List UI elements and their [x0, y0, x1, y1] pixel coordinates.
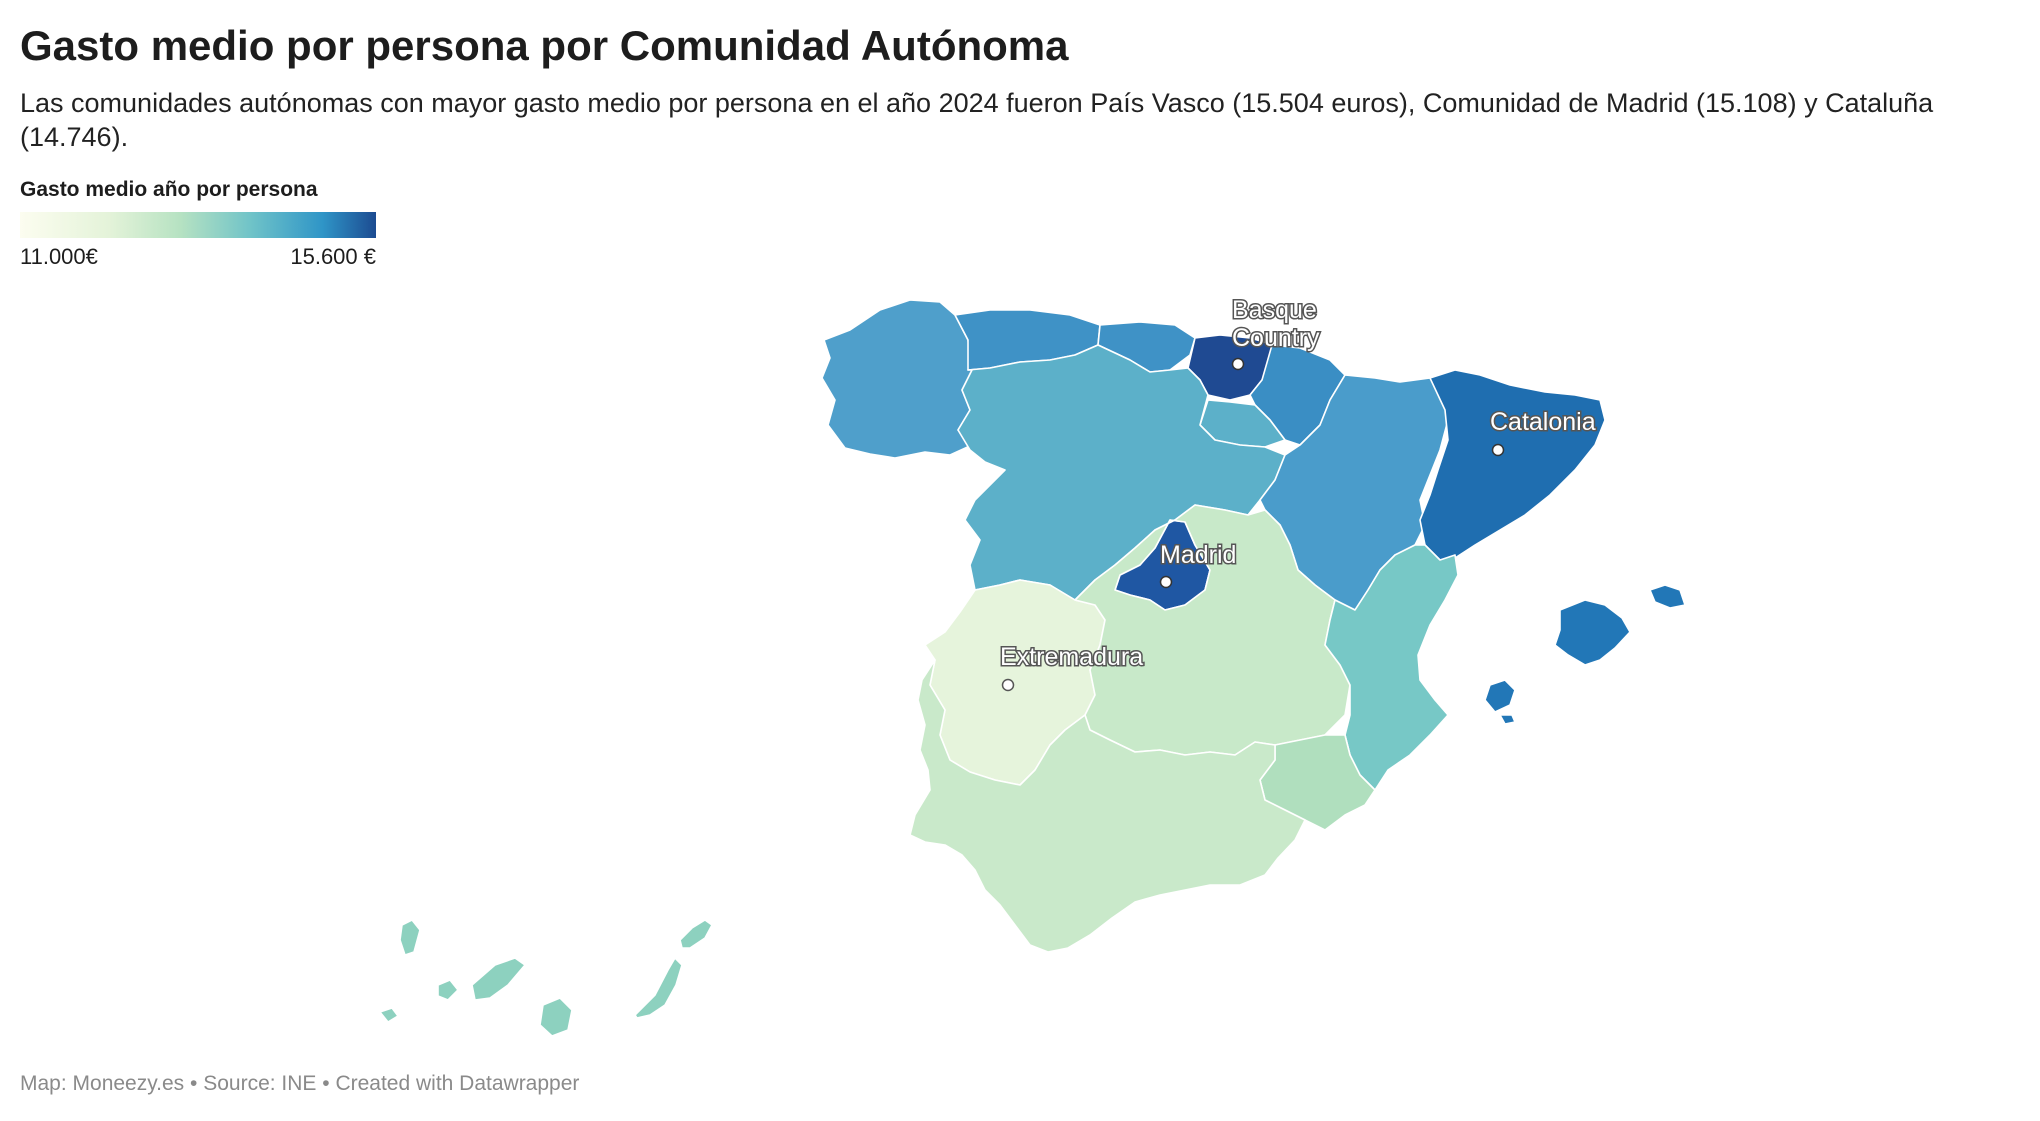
legend-min-label: 11.000€	[20, 244, 98, 269]
region-canarias-fuerteventura[interactable]	[634, 957, 683, 1019]
region-galicia[interactable]	[821, 299, 973, 459]
page-subtitle: Las comunidades autónomas con mayor gast…	[20, 88, 1934, 152]
region-baleares-formentera[interactable]	[1499, 714, 1516, 725]
region-cataluna[interactable]	[1419, 369, 1606, 561]
label-madrid-text: Madrid	[1160, 541, 1236, 569]
header: Gasto medio por persona por Comunidad Au…	[20, 18, 2020, 154]
label-extremadura: Extremadura	[999, 642, 1145, 692]
marker-extremadura	[1001, 678, 1015, 692]
region-canarias-grancanaria[interactable]	[539, 997, 573, 1037]
label-basque-line2: Country	[1232, 324, 1320, 352]
page-title: Gasto medio por persona por Comunidad Au…	[20, 22, 1069, 69]
region-canarias-gomera[interactable]	[437, 979, 459, 1001]
label-catalonia: Catalonia	[1489, 407, 1597, 457]
legend-title: Gasto medio año por persona	[20, 178, 318, 201]
label-basque-line1: Basque	[1232, 296, 1317, 324]
region-baleares-ibiza[interactable]	[1484, 679, 1516, 713]
marker-basque-country	[1231, 357, 1245, 371]
region-canarias-lanzarote[interactable]	[679, 919, 713, 949]
label-catalonia-text: Catalonia	[1490, 408, 1596, 436]
marker-madrid	[1159, 575, 1173, 589]
region-castilla-la-mancha[interactable]	[1074, 504, 1351, 756]
label-extremadura-text: Extremadura	[1000, 643, 1143, 671]
region-andalucia[interactable]	[909, 659, 1306, 953]
color-legend: Gasto medio año por persona 11.000€ 15.6…	[20, 176, 376, 270]
region-canarias-hierro[interactable]	[379, 1007, 399, 1023]
legend-labels: 11.000€ 15.600 €	[20, 244, 376, 270]
marker-catalonia	[1491, 443, 1505, 457]
footer-credits: Map: Moneezy.es • Source: INE • Created …	[20, 1072, 580, 1095]
region-baleares-menorca[interactable]	[1649, 584, 1686, 609]
region-canarias-tenerife[interactable]	[471, 957, 526, 1001]
region-baleares-mallorca[interactable]	[1554, 599, 1631, 666]
region-canarias-lapalma[interactable]	[399, 919, 421, 956]
legend-max-label: 15.600 €	[290, 244, 376, 269]
label-basque-country: Basque Country	[1231, 295, 1322, 371]
legend-gradient-bar	[20, 212, 376, 238]
label-madrid: Madrid	[1159, 540, 1238, 589]
